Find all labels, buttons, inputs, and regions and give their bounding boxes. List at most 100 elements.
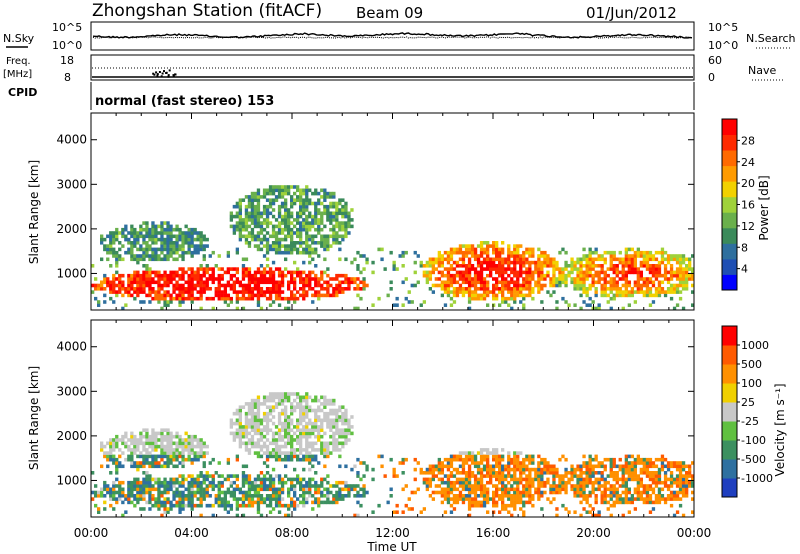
power-cell <box>148 231 152 235</box>
power-cell <box>540 250 544 255</box>
velocity-cell <box>296 405 300 409</box>
power-cell <box>314 214 318 219</box>
velocity-cell <box>492 497 496 501</box>
power-cell <box>332 293 336 298</box>
velocity-cell <box>217 480 221 485</box>
velocity-cell <box>672 497 677 501</box>
power-cell <box>627 280 632 285</box>
power-cell <box>537 273 541 278</box>
velocity-cell <box>525 464 529 469</box>
velocity-cell <box>145 474 149 478</box>
velocity-cell <box>259 431 264 436</box>
power-cell <box>654 293 659 298</box>
power-cell <box>392 267 396 271</box>
velocity-cell <box>256 431 261 436</box>
power-cell <box>525 250 529 255</box>
power-cell <box>139 254 143 258</box>
power-cell <box>130 273 134 278</box>
velocity-cell <box>305 428 309 432</box>
power-cell <box>329 218 333 222</box>
colorbar-swatch <box>722 196 737 213</box>
velocity-cell <box>244 418 249 423</box>
velocity-cell <box>226 503 231 508</box>
power-cell <box>639 287 644 291</box>
power-cell <box>576 273 580 278</box>
power-cell <box>344 221 348 225</box>
power-cell <box>660 273 665 278</box>
velocity-cell <box>211 513 215 518</box>
power-cell <box>543 273 547 278</box>
power-cell <box>163 227 167 232</box>
power-cell <box>121 306 125 311</box>
velocity-cell <box>501 494 505 498</box>
velocity-cell <box>540 474 544 478</box>
power-cell <box>241 267 246 271</box>
power-cell <box>226 280 231 285</box>
power-cell <box>253 283 258 288</box>
velocity-cell <box>486 461 490 465</box>
power-cell <box>323 224 327 229</box>
power-cell <box>154 247 158 252</box>
power-cell <box>519 290 523 294</box>
y-tick-label: 2000 <box>56 429 87 443</box>
power-cell <box>473 283 478 288</box>
power-cell <box>287 244 291 248</box>
velocity-cell <box>169 503 173 508</box>
velocity-cell <box>591 484 595 488</box>
power-cell <box>259 247 264 252</box>
velocity-cell <box>232 497 237 501</box>
velocity-cell <box>344 421 348 426</box>
velocity-cell <box>449 457 454 462</box>
power-cell <box>633 283 638 288</box>
power-cell <box>612 257 616 262</box>
velocity-cell <box>265 471 270 475</box>
velocity-cell <box>103 507 107 511</box>
velocity-cell <box>452 487 457 492</box>
velocity-cell <box>259 480 264 485</box>
power-cell <box>259 237 264 242</box>
power-cell <box>329 244 333 248</box>
power-cell <box>501 250 505 255</box>
velocity-cell <box>320 421 324 426</box>
power-cell <box>458 270 463 275</box>
power-cell <box>103 293 107 298</box>
velocity-cell <box>175 464 179 469</box>
velocity-cell <box>567 471 571 475</box>
velocity-cell <box>455 487 460 492</box>
power-cell <box>205 264 209 268</box>
velocity-cell <box>603 457 607 462</box>
power-cell <box>579 277 583 281</box>
velocity-cell <box>669 474 674 478</box>
velocity-cell <box>115 467 119 472</box>
power-cell <box>205 283 209 288</box>
power-cell <box>443 250 448 255</box>
power-cell <box>332 191 336 196</box>
velocity-cell <box>492 448 496 452</box>
power-cell <box>579 283 583 288</box>
power-cell <box>425 280 430 285</box>
power-cell <box>274 293 279 298</box>
power-cell <box>588 287 592 291</box>
power-cell <box>235 293 240 298</box>
power-cell <box>274 244 279 248</box>
power-cell <box>284 221 288 225</box>
velocity-cell <box>446 474 451 478</box>
power-cell <box>519 254 523 258</box>
power-cell <box>320 241 324 245</box>
velocity-cell <box>208 474 212 478</box>
velocity-cell <box>332 408 336 413</box>
velocity-cell <box>582 480 586 485</box>
velocity-cell <box>241 431 246 436</box>
velocity-cell <box>308 461 312 465</box>
power-cell <box>561 247 565 252</box>
power-cell <box>600 290 604 294</box>
velocity-cell <box>314 395 318 400</box>
power-cell <box>265 208 270 212</box>
velocity-cell <box>440 494 445 498</box>
power-cell <box>543 277 547 281</box>
power-cell <box>247 201 252 206</box>
power-cell <box>440 264 445 268</box>
velocity-cell <box>133 477 137 482</box>
power-cell <box>109 290 113 294</box>
power-cell <box>314 218 318 222</box>
